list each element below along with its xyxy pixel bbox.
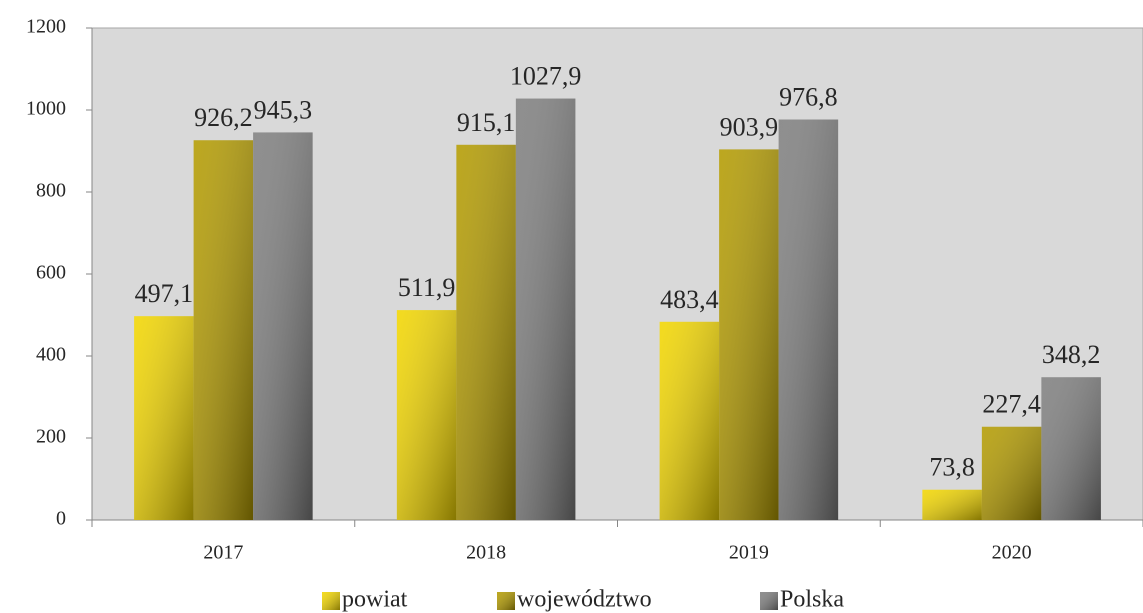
y-tick-label: 800 — [36, 180, 66, 202]
x-tick-label: 2017 — [203, 542, 243, 564]
bar-shade — [396, 310, 457, 520]
value-label: 348,2 — [1042, 340, 1101, 369]
legend-swatch-shade — [322, 592, 340, 610]
bar-shade — [659, 321, 720, 520]
value-label: 903,9 — [720, 112, 779, 141]
bar-shade — [515, 98, 576, 520]
bar-shade — [193, 140, 254, 520]
value-label: 511,9 — [398, 273, 456, 302]
x-tick-label: 2019 — [729, 542, 769, 564]
value-label: 926,2 — [194, 103, 253, 132]
legend-swatch-shade — [760, 592, 778, 610]
legend-label: Polska — [780, 587, 844, 613]
x-tick-label: 2018 — [466, 542, 506, 564]
x-tick-label: 2020 — [992, 542, 1032, 564]
bar-shade — [134, 316, 194, 520]
legend-label: powiat — [342, 587, 408, 613]
value-label: 915,1 — [457, 108, 516, 137]
bar-shade — [778, 119, 839, 521]
legend-label: województwo — [517, 587, 652, 613]
y-tick-label: 0 — [56, 508, 66, 530]
value-label: 1027,9 — [510, 62, 582, 91]
y-tick-label: 1200 — [26, 16, 66, 38]
bar-shade — [253, 132, 313, 520]
value-label: 73,8 — [929, 453, 975, 482]
legend-swatch-shade — [497, 592, 515, 610]
y-tick-label: 600 — [36, 262, 66, 284]
bar-shade — [456, 144, 516, 520]
bar-shade — [1041, 377, 1101, 520]
value-label: 976,8 — [779, 82, 838, 111]
value-label: 227,4 — [982, 390, 1041, 419]
bar-shade — [981, 426, 1042, 520]
value-label: 483,4 — [660, 285, 719, 314]
y-tick-label: 400 — [36, 344, 66, 366]
value-label: 497,1 — [135, 279, 194, 308]
y-tick-label: 200 — [36, 426, 66, 448]
bar-shade — [719, 149, 779, 520]
bar-shade — [922, 489, 982, 520]
value-label: 945,3 — [254, 95, 313, 124]
y-tick-label: 1000 — [26, 98, 66, 120]
